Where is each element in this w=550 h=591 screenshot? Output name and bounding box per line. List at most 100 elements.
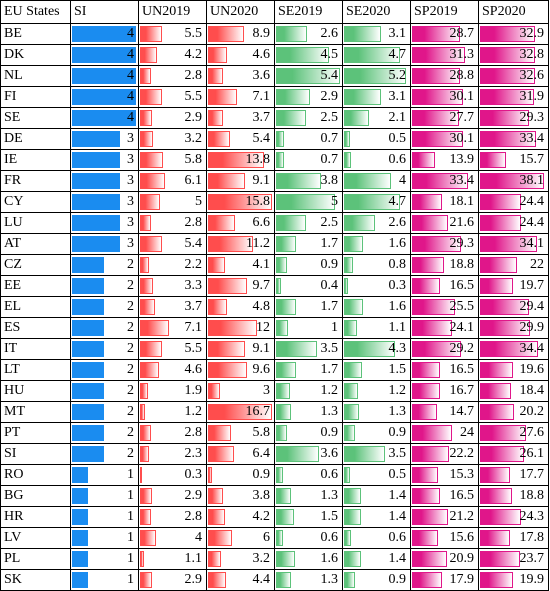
cell-sp2020: 29.3 [478, 107, 549, 129]
cell-se2019: 1.6 [274, 548, 343, 570]
data-bar-sp2020 [480, 572, 513, 588]
value-label-sp2020: 19.9 [519, 572, 545, 587]
state-label: IE [0, 149, 71, 171]
data-bar-un2020 [208, 131, 230, 147]
value-label-se2019: 5.4 [320, 68, 339, 83]
value-label-se2020: 0.6 [388, 530, 407, 545]
value-label-un2020: 9.7 [252, 278, 271, 293]
cell-un2019: 5.5 [138, 338, 207, 360]
data-bar-se2020 [344, 68, 406, 84]
value-label-un2020: 3.7 [252, 110, 271, 125]
value-label-si: 2 [127, 257, 134, 272]
data-bar-si [72, 215, 120, 231]
value-label-se2019: 2.9 [320, 89, 339, 104]
value-label-se2020: 1.6 [388, 236, 407, 251]
cell-un2019: 2.8 [138, 422, 207, 444]
data-bar-se2020 [344, 404, 359, 420]
value-label-un2019: 5.5 [184, 341, 203, 356]
value-label-se2020: 4.3 [388, 341, 407, 356]
data-bar-un2019 [140, 572, 152, 588]
value-label-sp2019: 28.7 [449, 26, 475, 41]
value-label-un2019: 0.3 [184, 467, 203, 482]
data-bar-si [72, 341, 104, 357]
state-label: RO [0, 464, 71, 486]
cell-se2019: 4.5 [274, 44, 343, 66]
cell-un2019: 2.9 [138, 485, 207, 507]
cell-un2019: 2.8 [138, 65, 207, 87]
cell-si: 4 [70, 23, 139, 45]
data-bar-se2019 [276, 320, 288, 336]
data-bar-se2019 [276, 152, 284, 168]
state-label: BE [0, 23, 71, 45]
data-bar-sp2020 [480, 89, 534, 105]
value-label-un2020: 8.9 [252, 26, 271, 41]
value-label-sp2019: 20.9 [449, 551, 475, 566]
cell-un2019: 5 [138, 191, 207, 213]
data-bar-se2019 [276, 362, 296, 378]
cell-un2020: 11.2 [206, 233, 275, 255]
cell-se2019: 3.5 [274, 338, 343, 360]
cell-sp2020: 31.9 [478, 86, 549, 108]
value-label-sp2019: 15.6 [449, 530, 475, 545]
table-row: SI 2 2.3 6.4 3.6 3.5 22.2 26.1 [0, 443, 549, 465]
value-label-se2020: 1.2 [388, 383, 407, 398]
data-bar-un2019 [140, 383, 148, 399]
value-label-si: 2 [127, 341, 134, 356]
data-bar-un2019 [140, 278, 153, 294]
cell-sp2020: 32.6 [478, 65, 549, 87]
value-label-se2020: 2.6 [388, 215, 407, 230]
cell-un2019: 5.8 [138, 149, 207, 171]
data-bar-se2019 [276, 467, 283, 483]
cell-se2020: 2.6 [342, 212, 411, 234]
value-label-un2019: 2.9 [184, 572, 203, 587]
value-label-se2019: 0.4 [320, 278, 339, 293]
value-label-se2020: 4.7 [388, 47, 407, 62]
value-label-un2019: 4 [195, 530, 202, 545]
data-bar-un2020 [208, 530, 232, 546]
data-bar-un2020 [208, 467, 212, 483]
value-label-sp2020: 34.1 [519, 236, 545, 251]
cell-sp2020: 33.4 [478, 128, 549, 150]
data-bar-sp2019 [412, 383, 440, 399]
value-label-se2019: 1.7 [320, 299, 339, 314]
cell-un2019: 2.9 [138, 569, 207, 591]
state-label: PT [0, 422, 71, 444]
data-bar-si [72, 299, 104, 315]
cell-si: 1 [70, 506, 139, 528]
value-label-un2020: 3.8 [252, 488, 271, 503]
data-bar-sp2020 [480, 530, 510, 546]
value-label-sp2020: 17.8 [519, 530, 545, 545]
value-label-sp2019: 30.1 [449, 89, 475, 104]
data-bar-sp2020 [480, 488, 512, 504]
value-label-si: 4 [127, 89, 134, 104]
data-bar-sp2019 [412, 404, 437, 420]
table-row: FI 4 5.5 7.1 2.9 3.1 30.1 31.9 [0, 86, 549, 108]
value-label-si: 3 [127, 152, 134, 167]
data-bar-un2020 [208, 572, 226, 588]
value-label-se2020: 5.2 [388, 68, 407, 83]
cell-un2020: 9.7 [206, 275, 275, 297]
header-row: EU States SI UN2019 UN2020 SE2019 SE2020… [0, 0, 549, 24]
data-bar-se2019 [276, 446, 319, 462]
cell-un2019: 1.1 [138, 548, 207, 570]
value-label-sp2020: 29.9 [519, 320, 545, 335]
state-label: FR [0, 170, 71, 192]
value-label-un2020: 6.6 [252, 215, 271, 230]
data-bar-un2020 [208, 257, 225, 273]
data-bar-sp2019 [412, 572, 442, 588]
data-bar-sp2019 [412, 488, 440, 504]
value-label-un2019: 2.8 [184, 425, 203, 440]
value-label-si: 3 [127, 131, 134, 146]
cell-se2019: 1.3 [274, 569, 343, 591]
data-bar-un2019 [140, 131, 153, 147]
data-bar-se2020 [344, 383, 358, 399]
cell-se2020: 0.5 [342, 128, 411, 150]
data-bar-se2019 [276, 509, 294, 525]
value-label-sp2020: 29.3 [519, 110, 545, 125]
value-label-sp2020: 15.7 [519, 152, 545, 167]
data-bar-se2020 [344, 257, 353, 273]
table-row: PT 2 2.8 5.8 0.9 0.9 24 27.6 [0, 422, 549, 444]
data-bar-un2020 [208, 320, 257, 336]
data-bar-se2020 [344, 530, 351, 546]
data-bar-sp2019 [412, 173, 468, 189]
